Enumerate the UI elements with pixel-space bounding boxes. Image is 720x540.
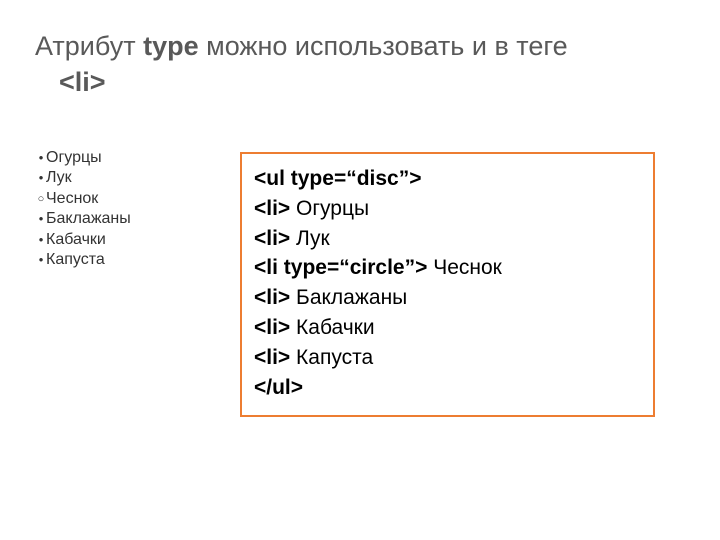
code-tag: <ul type=“disc”>	[254, 167, 422, 190]
code-box: <ul type=“disc”> <li> Огурцы <li> Лук <l…	[240, 152, 655, 417]
disc-icon: •	[36, 211, 46, 228]
code-line: <li type=“circle”> Чеснок	[254, 253, 641, 283]
code-tag: <li>	[254, 346, 290, 369]
code-text: Капуста	[290, 346, 373, 369]
code-text: Чеснок	[427, 256, 501, 279]
list-item: •Лук	[36, 168, 131, 188]
list-item-text: Чеснок	[46, 189, 98, 209]
code-tag: <li type=“circle”>	[254, 256, 427, 279]
rendered-list: •Огурцы •Лук ○Чеснок •Баклажаны •Кабачки…	[36, 148, 131, 271]
circle-icon: ○	[36, 192, 46, 206]
list-item: ○Чеснок	[36, 189, 131, 209]
code-line: </ul>	[254, 373, 641, 403]
code-line: <li> Баклажаны	[254, 283, 641, 313]
code-text: Кабачки	[290, 316, 374, 339]
list-item-text: Лук	[46, 168, 72, 188]
code-line: <li> Капуста	[254, 343, 641, 373]
code-text: Огурцы	[290, 197, 369, 220]
code-tag: <li>	[254, 286, 290, 309]
code-tag: </ul>	[254, 376, 303, 399]
list-item-text: Капуста	[46, 250, 105, 270]
code-line: <ul type=“disc”>	[254, 164, 641, 194]
code-line: <li> Лук	[254, 224, 641, 254]
list-item: •Капуста	[36, 250, 131, 270]
heading-tag: <li>	[35, 67, 106, 97]
code-tag: <li>	[254, 227, 290, 250]
code-line: <li> Кабачки	[254, 313, 641, 343]
slide-heading: Атрибут type можно использовать и в теге…	[35, 28, 690, 101]
list-item: •Баклажаны	[36, 209, 131, 229]
heading-bold-type: type	[143, 31, 199, 61]
disc-icon: •	[36, 232, 46, 249]
list-item-text: Огурцы	[46, 148, 102, 168]
heading-middle: можно использовать и в теге	[199, 31, 568, 61]
heading-prefix: Атрибут	[35, 31, 143, 61]
code-text: Баклажаны	[290, 286, 407, 309]
code-tag: <li>	[254, 316, 290, 339]
list-item: •Кабачки	[36, 230, 131, 250]
code-text: Лук	[290, 227, 330, 250]
list-item: •Огурцы	[36, 148, 131, 168]
code-tag: <li>	[254, 197, 290, 220]
disc-icon: •	[36, 170, 46, 187]
code-line: <li> Огурцы	[254, 194, 641, 224]
list-item-text: Баклажаны	[46, 209, 131, 229]
list-item-text: Кабачки	[46, 230, 106, 250]
disc-icon: •	[36, 150, 46, 167]
disc-icon: •	[36, 252, 46, 269]
